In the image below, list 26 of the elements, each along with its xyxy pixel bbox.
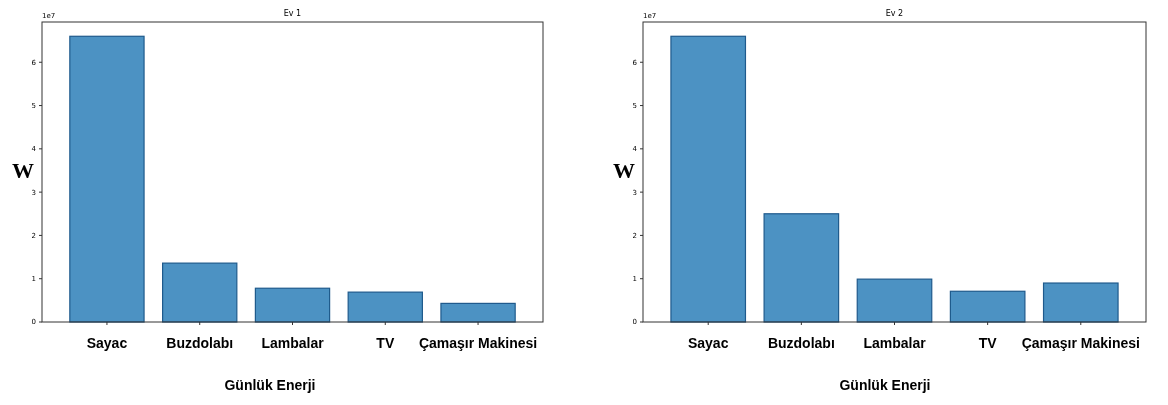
bar: [763, 213, 840, 323]
y-axis-title: W: [613, 158, 635, 183]
x-tick-label: Buzdolabı: [166, 335, 234, 351]
x-tick-label: Sayac: [86, 335, 128, 351]
bar: [1042, 282, 1119, 323]
x-tick-label: Buzdolabı: [767, 335, 835, 351]
bar: [347, 291, 423, 323]
bar: [162, 262, 238, 323]
bar: [254, 287, 331, 323]
x-tick-label: Çamaşır Makinesi: [1021, 335, 1140, 351]
x-tick-label: Çamaşır Makinesi: [418, 335, 538, 351]
y-axis-title: W: [12, 158, 34, 183]
bar: [670, 35, 747, 323]
x-tick-label: Lambalar: [863, 335, 927, 351]
bar: [69, 35, 145, 323]
x-tick-label: Sayac: [687, 335, 729, 351]
bar: [856, 278, 933, 323]
bar: [440, 302, 516, 323]
chart-title: Ev 2: [885, 9, 904, 18]
x-tick-label: TV: [978, 335, 998, 351]
bar: [949, 290, 1026, 323]
chart-title: Ev 1: [283, 9, 302, 18]
x-axis-title: Günlük Enerji: [839, 377, 931, 393]
x-tick-label: Lambalar: [261, 335, 325, 351]
x-axis-title: Günlük Enerji: [224, 377, 316, 393]
x-tick-label: TV: [376, 335, 395, 351]
